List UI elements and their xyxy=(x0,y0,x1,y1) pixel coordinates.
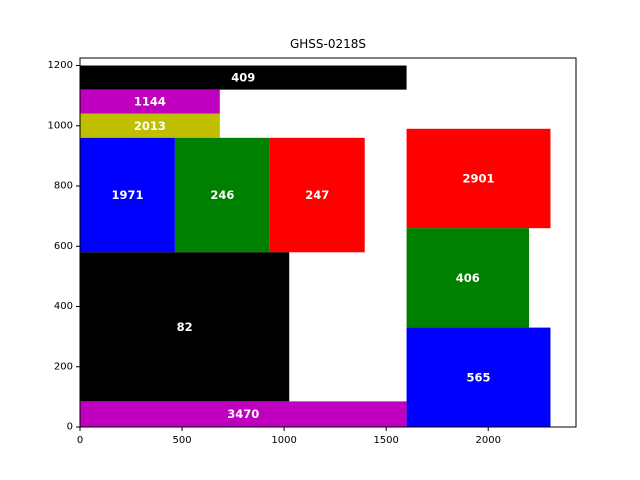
bar-409 xyxy=(80,65,407,90)
x-tick-label: 0 xyxy=(77,435,83,446)
y-tick-label: 600 xyxy=(54,241,73,252)
bar-247 xyxy=(269,137,365,253)
x-tick-label: 2000 xyxy=(476,435,501,446)
chart-title: GHSS-0218S xyxy=(290,37,366,51)
plot-frame xyxy=(79,57,577,428)
bar-label-2013: 2013 xyxy=(134,119,166,133)
y-tick-label: 800 xyxy=(54,181,73,192)
bar-label-82: 82 xyxy=(177,320,193,334)
bar-label-1144: 1144 xyxy=(134,95,166,109)
bar-label-247: 247 xyxy=(305,188,329,202)
y-tick-label: 200 xyxy=(54,361,73,372)
bar-3470 xyxy=(80,401,407,427)
y-tick-label: 1000 xyxy=(48,120,73,131)
bar-2901 xyxy=(406,128,551,229)
y-tick-label: 1200 xyxy=(48,60,73,71)
bar-1144 xyxy=(80,89,220,114)
x-tick-label: 1000 xyxy=(271,435,296,446)
bar-label-3470: 3470 xyxy=(227,407,259,421)
y-tick-label: 400 xyxy=(54,301,73,312)
bar-406 xyxy=(406,228,530,328)
bar-82 xyxy=(80,252,290,402)
bar-label-2901: 2901 xyxy=(463,171,495,185)
bar-246 xyxy=(174,137,270,253)
bar-2013 xyxy=(80,113,220,138)
y-axis: 0 200 400 600 800 1000 1200 xyxy=(48,60,80,433)
x-tick-label: 500 xyxy=(173,435,192,446)
bar-label-246: 246 xyxy=(210,188,234,202)
bar-label-406: 406 xyxy=(456,271,480,285)
plot-area: 409 1144 2013 1971 246 247 82 3470 2901 406 565 xyxy=(80,65,551,427)
bar-565 xyxy=(406,327,551,427)
bar-label-409: 409 xyxy=(231,71,255,85)
bar-label-1971: 1971 xyxy=(111,188,143,202)
x-axis: 0 500 1000 1500 2000 xyxy=(77,427,501,446)
bar-label-565: 565 xyxy=(467,370,491,384)
x-tick-label: 1500 xyxy=(373,435,398,446)
y-tick-label: 0 xyxy=(67,422,73,433)
bar-1971 xyxy=(80,137,175,253)
